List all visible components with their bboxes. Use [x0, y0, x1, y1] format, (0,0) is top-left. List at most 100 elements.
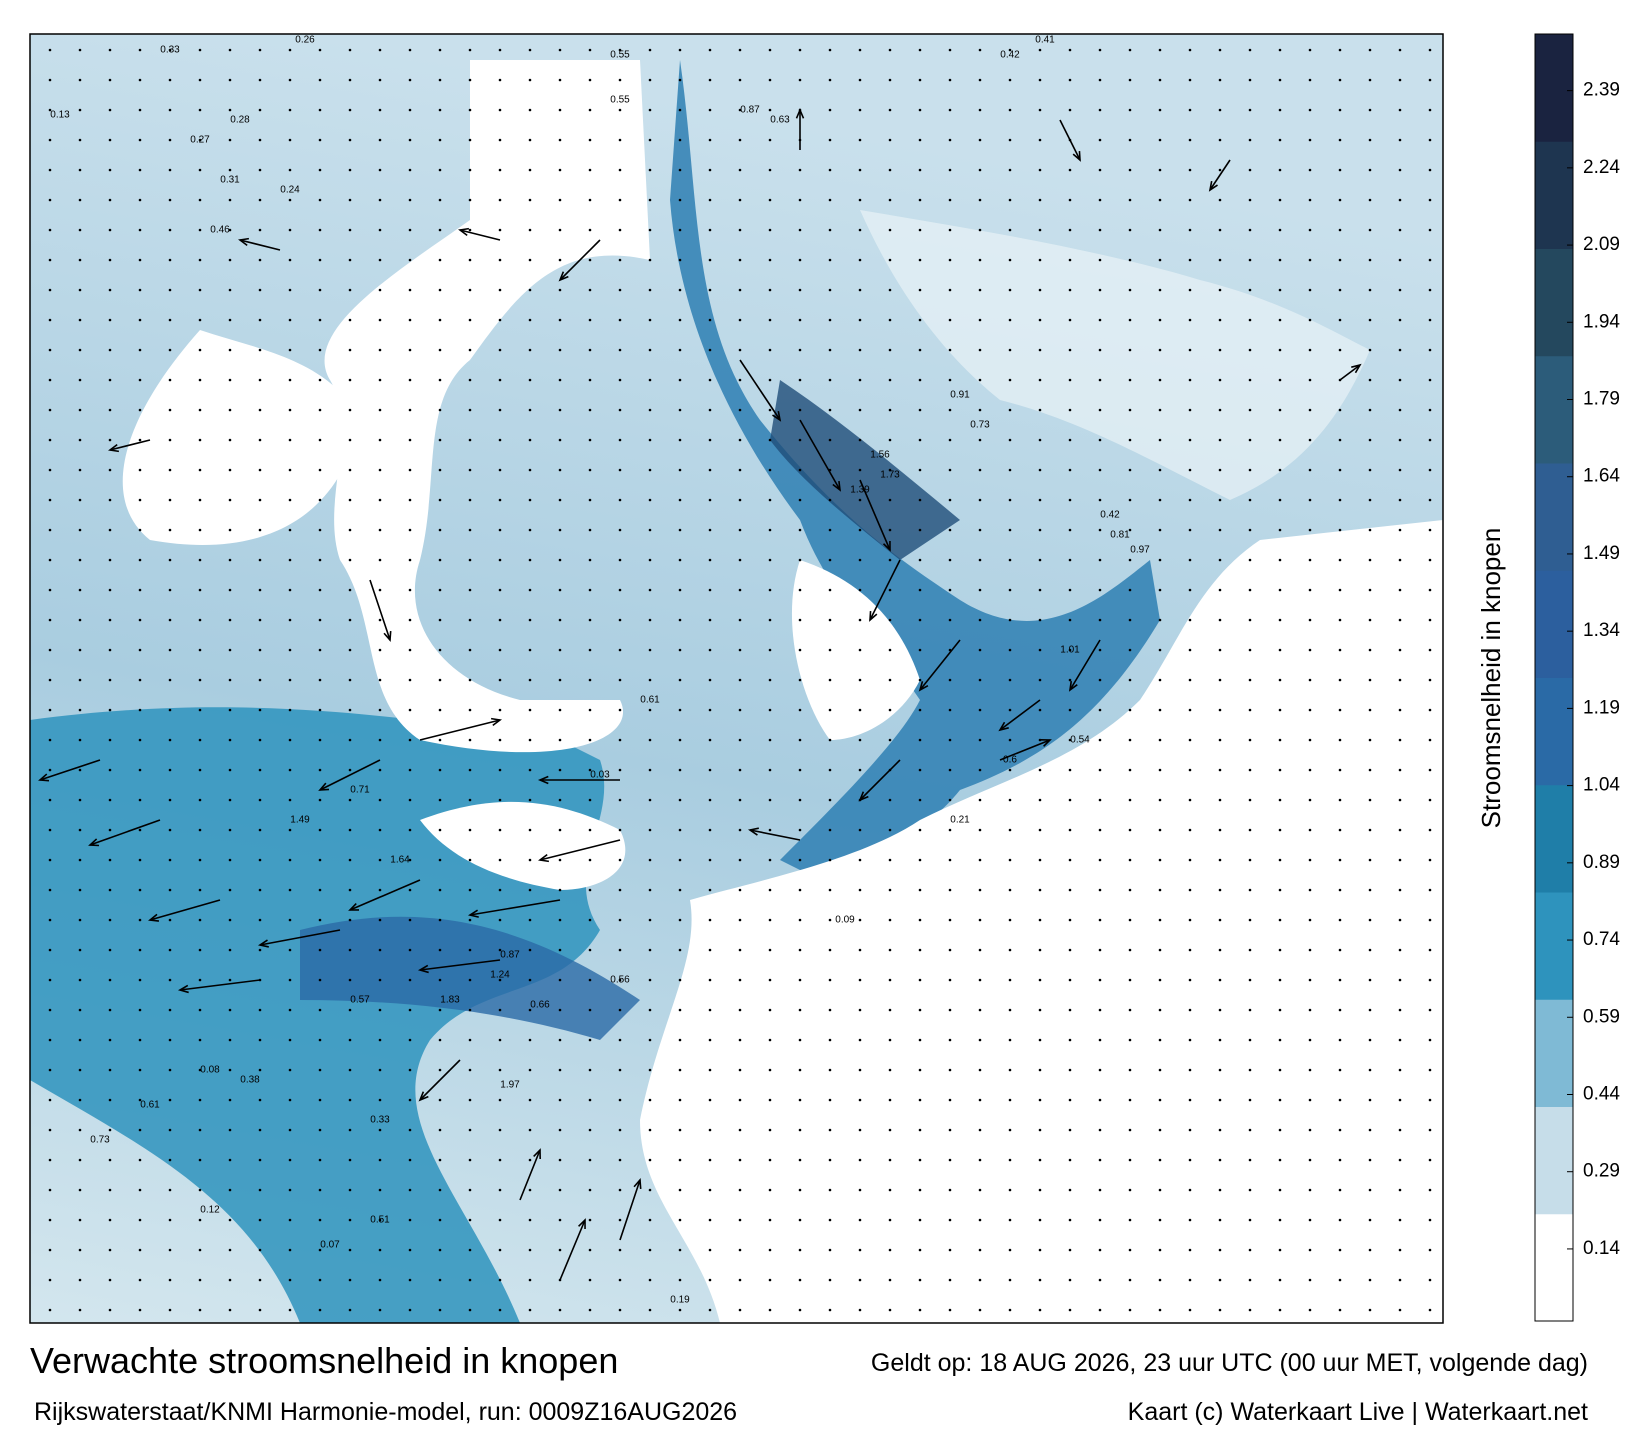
grid-dot [948, 888, 952, 892]
grid-dot [1428, 528, 1432, 532]
grid-dot [648, 918, 652, 922]
valid-time: Geldt op: 18 AUG 2026, 23 uur UTC (00 uu… [871, 1349, 1588, 1377]
grid-dot [48, 1308, 52, 1312]
grid-dot [48, 78, 52, 82]
arrow-head [918, 681, 929, 692]
colorbar-tick-label: 1.34 [1583, 620, 1620, 641]
grid-dot [588, 48, 592, 52]
grid-dot [138, 348, 142, 352]
grid-dot [168, 798, 172, 802]
grid-dot [438, 708, 442, 712]
grid-dot [858, 138, 862, 142]
grid-dot [168, 1068, 172, 1072]
grid-dot [798, 1038, 802, 1042]
grid-dot [378, 228, 382, 232]
grid-dot [168, 348, 172, 352]
grid-dot [798, 648, 802, 652]
grid-dot [198, 438, 202, 442]
grid-dot [1248, 918, 1252, 922]
grid-dot [1308, 888, 1312, 892]
grid-dot [1398, 798, 1402, 802]
grid-dot [438, 1188, 442, 1192]
grid-dot [828, 708, 832, 712]
grid-dot [108, 168, 112, 172]
grid-dot [438, 228, 442, 232]
grid-dot [1248, 498, 1252, 502]
grid-dot [948, 378, 952, 382]
grid-dot [768, 1128, 772, 1132]
grid-dot [48, 828, 52, 832]
grid-dot [1368, 348, 1372, 352]
grid-dot [858, 1068, 862, 1072]
grid-dot [1038, 1128, 1042, 1132]
grid-dot [1248, 1158, 1252, 1162]
grid-dot [48, 768, 52, 772]
grid-dot [948, 258, 952, 262]
arrow-head [538, 853, 550, 863]
grid-dot [228, 1188, 232, 1192]
arrow-shaft [1059, 119, 1081, 161]
grid-dot [798, 978, 802, 982]
grid-dot [678, 408, 682, 412]
grid-dot [138, 1008, 142, 1012]
grid-dot [978, 828, 982, 832]
grid-dot [1098, 918, 1102, 922]
grid-dot [1368, 678, 1372, 682]
grid-dot [708, 1038, 712, 1042]
grid-dot [288, 1098, 292, 1102]
grid-dot [1008, 828, 1012, 832]
grid-dot [168, 1038, 172, 1042]
grid-dot [1128, 768, 1132, 772]
grid-dot [1008, 708, 1012, 712]
grid-dot [918, 498, 922, 502]
grid-dot [1338, 498, 1342, 502]
grid-dot [348, 258, 352, 262]
grid-dot [1398, 318, 1402, 322]
grid-dot [828, 1218, 832, 1222]
grid-dot [348, 78, 352, 82]
arrow [799, 419, 842, 492]
arrow-head [1068, 680, 1078, 692]
grid-dot [198, 588, 202, 592]
grid-dot [738, 468, 742, 472]
grid-dot [1008, 48, 1012, 52]
grid-dot [438, 498, 442, 502]
grid-dot [408, 468, 412, 472]
grid-dot [1278, 648, 1282, 652]
grid-dot [1428, 978, 1432, 982]
grid-dot [528, 798, 532, 802]
grid-dot [348, 468, 352, 472]
grid-dot [168, 948, 172, 952]
grid-dot [438, 1098, 442, 1102]
grid-dot [1098, 558, 1102, 562]
grid-dot [1068, 558, 1072, 562]
grid-dot [828, 438, 832, 442]
grid-dot [1248, 138, 1252, 142]
grid-dot [708, 768, 712, 772]
grid-dot [798, 1248, 802, 1252]
grid-dot [828, 1308, 832, 1312]
grid-dot [1098, 78, 1102, 82]
grid-dot [768, 1008, 772, 1012]
grid-dot [588, 1038, 592, 1042]
grid-dot [1068, 918, 1072, 922]
grid-dot [858, 1218, 862, 1222]
grid-dot [768, 258, 772, 262]
arrow-head [795, 107, 805, 119]
speed-label: 0.24 [280, 185, 300, 196]
grid-dot [408, 1008, 412, 1012]
grid-dot [1038, 678, 1042, 682]
grid-dot [738, 618, 742, 622]
grid-dot [48, 888, 52, 892]
grid-dot [738, 918, 742, 922]
arrow-shaft [559, 1219, 586, 1281]
grid-dot [648, 78, 652, 82]
speed-label: 0.91 [950, 390, 970, 401]
grid-dot [498, 258, 502, 262]
grid-dot [168, 378, 172, 382]
grid-dot [1038, 498, 1042, 502]
grid-dot [1248, 198, 1252, 202]
grid-dot [798, 1188, 802, 1192]
grid-dot [1098, 1068, 1102, 1072]
grid-dot [48, 648, 52, 652]
